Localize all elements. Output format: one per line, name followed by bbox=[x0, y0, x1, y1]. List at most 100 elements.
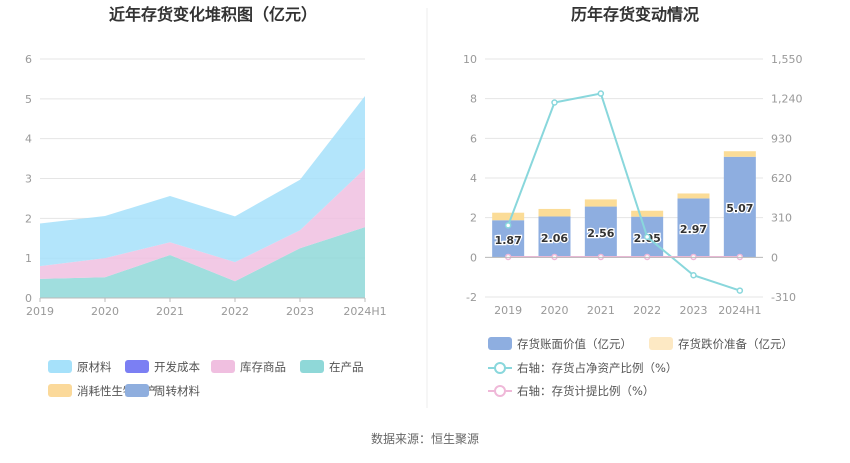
right-lines bbox=[504, 90, 744, 294]
legend-swatch bbox=[48, 384, 72, 397]
right-legend: 存货账面价值（亿元） 存货跌价准备（亿元）右轴：存货占净资产比例（%） 右轴：存货计… bbox=[488, 337, 793, 398]
right-x-tick-label: 2023 bbox=[680, 304, 708, 317]
line-point-ratio_line bbox=[736, 287, 744, 294]
left-y-ticks: 0 1 2 3 4 5 6 bbox=[25, 53, 32, 305]
area-series-wip bbox=[40, 227, 365, 298]
left-y-tick-label: 2 bbox=[25, 212, 32, 225]
bar-value-label: 2.56 bbox=[587, 227, 614, 240]
area-series-raw_material bbox=[40, 96, 365, 267]
line-ratio_line bbox=[507, 92, 741, 292]
right-x-tick-label: 2024H1 bbox=[718, 304, 761, 317]
right-left-y-tick-label: 6 bbox=[470, 132, 477, 145]
right-left-y-ticks: -2 0 2 4 6 8 10 bbox=[463, 53, 477, 304]
area-series-finished_goods bbox=[40, 168, 365, 282]
line-point-ratio_line bbox=[597, 90, 605, 97]
right-x-ticks: 2019 2020 2021 2022 2023 2024H1 bbox=[485, 256, 763, 317]
left-y-tick-label: 5 bbox=[25, 93, 32, 106]
right-left-y-tick-label: 4 bbox=[470, 172, 477, 185]
left-x-tick-label: 2021 bbox=[156, 305, 184, 318]
bar-impairment bbox=[631, 210, 664, 217]
bar-book-value bbox=[538, 216, 571, 258]
right-left-y-tick-label: 8 bbox=[470, 93, 477, 106]
legend-label: 库存商品 bbox=[240, 360, 286, 374]
left-x-tick-label: 2020 bbox=[91, 305, 119, 318]
legend-label: 存货账面价值（亿元） bbox=[517, 337, 632, 351]
right-right-y-tick-label: 620 bbox=[771, 172, 792, 185]
right-x-tick-label: 2019 bbox=[494, 304, 522, 317]
legend-swatch bbox=[48, 360, 72, 373]
legend-label: 存货跌价准备（亿元） bbox=[678, 337, 793, 351]
line-point-ratio_line bbox=[504, 222, 512, 229]
right-chart-title: 历年存货变动情况 bbox=[571, 5, 699, 24]
legend-item-finished_goods: 库存商品 bbox=[211, 360, 286, 374]
legend-label: 原材料 bbox=[77, 360, 112, 374]
right-left-y-tick-label: 2 bbox=[470, 212, 477, 225]
legend-item-ratio_line: 右轴：存货占净资产比例（%） bbox=[488, 361, 677, 375]
left-x-tick-label: 2022 bbox=[221, 305, 249, 318]
legend-item-book-value: 存货账面价值（亿元） bbox=[488, 337, 632, 351]
legend-label: 右轴：存货计提比例（%） bbox=[517, 384, 654, 398]
legend-label: 右轴：存货占净资产比例（%） bbox=[517, 361, 677, 375]
right-right-y-tick-label: 930 bbox=[771, 132, 792, 145]
bar-book-value bbox=[723, 156, 756, 258]
bar-value-label: 1.87 bbox=[495, 234, 522, 247]
legend-marker bbox=[494, 385, 506, 397]
left-x-ticks: 2019 2020 2021 2022 2023 2024H1 bbox=[26, 297, 387, 318]
legend-swatch bbox=[125, 360, 149, 373]
legend-item-provision_line: 右轴：存货计提比例（%） bbox=[488, 384, 654, 398]
right-x-tick-label: 2022 bbox=[633, 304, 661, 317]
legend-label: 开发成本 bbox=[154, 360, 200, 374]
legend-label: 在产品 bbox=[329, 360, 364, 374]
left-y-tick-label: 4 bbox=[25, 133, 32, 146]
right-x-tick-label: 2021 bbox=[587, 304, 615, 317]
right-right-y-tick-label: 0 bbox=[771, 251, 778, 264]
bar-book-value bbox=[677, 198, 710, 258]
bar-impairment bbox=[723, 151, 756, 157]
legend-item-impairment: 存货跌价准备（亿元） bbox=[649, 337, 793, 351]
right-right-y-tick-label: -310 bbox=[771, 291, 796, 304]
bar-value-label: 5.07 bbox=[726, 202, 753, 215]
right-left-y-tick-label: -2 bbox=[466, 291, 477, 304]
legend-item-turnover_material: 周转材料 bbox=[125, 384, 200, 398]
bar-impairment bbox=[677, 193, 710, 199]
legend-swatch bbox=[488, 337, 512, 350]
right-x-tick-label: 2020 bbox=[541, 304, 569, 317]
right-right-y-tick-label: 310 bbox=[771, 212, 792, 225]
left-y-tick-label: 0 bbox=[25, 292, 32, 305]
data-source: 数据来源：恒生聚源 bbox=[371, 431, 479, 446]
legend-swatch bbox=[125, 384, 149, 397]
right-right-y-ticks: -310 0 310 620 930 1,240 1,550 bbox=[771, 53, 803, 304]
right-right-y-tick-label: 1,240 bbox=[771, 93, 803, 106]
line-point-ratio_line bbox=[643, 233, 651, 241]
left-y-tick-label: 1 bbox=[25, 252, 32, 265]
left-y-tick-label: 3 bbox=[25, 173, 32, 186]
inventory-change-chart: 历年存货变动情况 1.872.062.562.052.975.07 -20246… bbox=[463, 5, 803, 398]
right-left-y-tick-label: 10 bbox=[463, 53, 477, 66]
legend-item-wip: 在产品 bbox=[300, 360, 364, 374]
left-x-tick-label: 2019 bbox=[26, 305, 54, 318]
legend-swatch bbox=[649, 337, 673, 350]
legend-item-dev_cost: 开发成本 bbox=[125, 360, 200, 374]
bar-value-label: 2.97 bbox=[680, 223, 707, 236]
left-y-tick-label: 6 bbox=[25, 53, 32, 66]
legend-marker bbox=[494, 362, 506, 374]
legend-swatch bbox=[300, 360, 324, 373]
data-source-name: 恒生聚源 bbox=[431, 432, 479, 446]
line-point-ratio_line bbox=[551, 99, 558, 106]
left-chart-title: 近年存货变化堆积图（亿元） bbox=[109, 5, 317, 24]
left-x-tick-label: 2024H1 bbox=[343, 305, 386, 318]
right-right-y-tick-label: 1,550 bbox=[771, 53, 803, 66]
bar-impairment bbox=[492, 212, 525, 221]
data-source-label: 数据来源： bbox=[371, 431, 431, 446]
right-left-y-tick-label: 0 bbox=[470, 251, 477, 264]
bar-book-value bbox=[584, 206, 617, 258]
legend-item-raw_material: 原材料 bbox=[48, 360, 112, 374]
left-areas bbox=[40, 96, 365, 298]
bar-impairment bbox=[584, 199, 617, 207]
legend-label: 周转材料 bbox=[154, 384, 200, 398]
left-x-tick-label: 2023 bbox=[286, 305, 314, 318]
line-point-ratio_line bbox=[690, 271, 697, 279]
